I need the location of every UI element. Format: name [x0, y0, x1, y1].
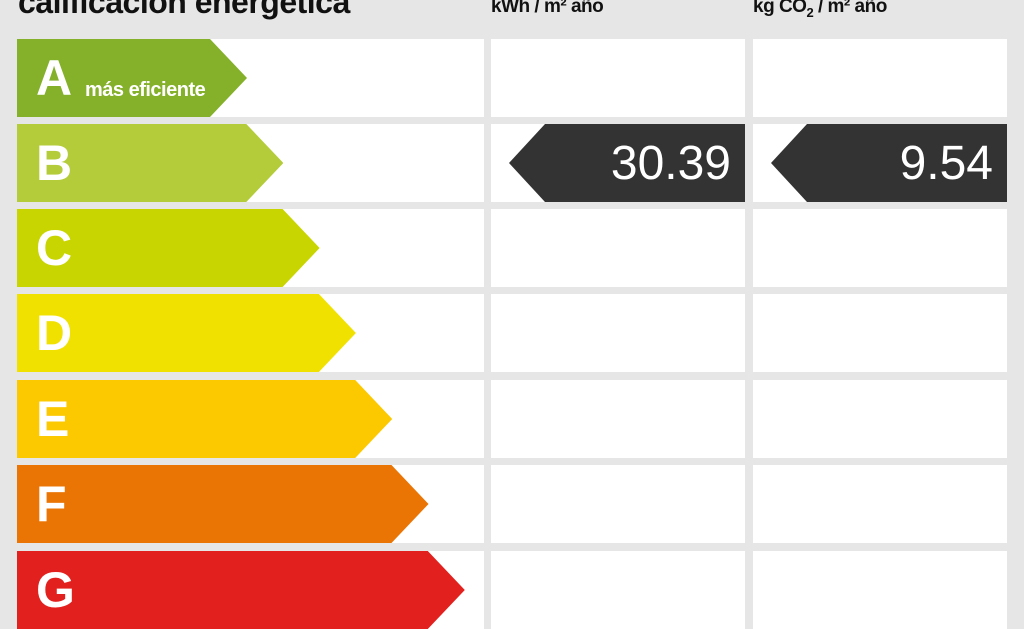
- emissions-header-unit: / m² año: [813, 0, 887, 17]
- rating-arrow-g: G: [17, 551, 465, 629]
- rating-row-d: D: [0, 294, 1024, 372]
- rating-row-e: E: [0, 380, 1024, 458]
- rating-arrow-f: F: [17, 465, 429, 543]
- emissions-indicator: 9.54: [771, 124, 1007, 202]
- rating-label: más eficiente: [85, 79, 206, 101]
- energy-cell: [491, 209, 745, 287]
- emissions-cell: [753, 465, 1007, 543]
- emissions-cell: [753, 209, 1007, 287]
- rating-letter: C: [36, 220, 73, 276]
- emissions-header-subscript: 2: [806, 4, 814, 20]
- page-title: calificación energética: [18, 0, 350, 20]
- rating-letter: D: [36, 305, 73, 361]
- energy-indicator: 30.39: [509, 124, 745, 202]
- rating-row-g: G: [0, 551, 1024, 629]
- rating-row-c: C: [0, 209, 1024, 287]
- emissions-indicator-value: 9.54: [899, 137, 993, 190]
- energy-indicator-value: 30.39: [610, 137, 731, 190]
- emissions-cell: [753, 551, 1007, 629]
- energy-cell: [491, 551, 745, 629]
- emissions-header-text: kg CO: [753, 0, 807, 17]
- rating-row-b: B 30.39 9.54: [0, 124, 1024, 202]
- energy-header: kWh / m² año: [491, 0, 604, 17]
- rating-letter: A: [36, 50, 73, 106]
- rating-row-a: A más eficiente: [0, 39, 1024, 117]
- emissions-cell: [753, 39, 1007, 117]
- rating-letter: G: [36, 562, 75, 618]
- rating-arrow-c: C: [17, 209, 320, 287]
- energy-cell: [491, 380, 745, 458]
- rating-letter: F: [36, 476, 67, 532]
- emissions-header: kg CO2 / m² año: [753, 0, 887, 20]
- energy-cell: [491, 294, 745, 372]
- rating-arrow-e: E: [17, 380, 393, 458]
- rating-arrow-a: A más eficiente: [17, 39, 247, 117]
- energy-cell: [491, 465, 745, 543]
- emissions-cell: [753, 294, 1007, 372]
- rating-letter: E: [36, 391, 70, 447]
- emissions-cell: [753, 380, 1007, 458]
- rating-row-f: F: [0, 465, 1024, 543]
- rating-arrow-d: D: [17, 294, 356, 372]
- rating-arrow-b: B: [17, 124, 284, 202]
- rating-letter: B: [36, 135, 73, 191]
- energy-cell: [491, 39, 745, 117]
